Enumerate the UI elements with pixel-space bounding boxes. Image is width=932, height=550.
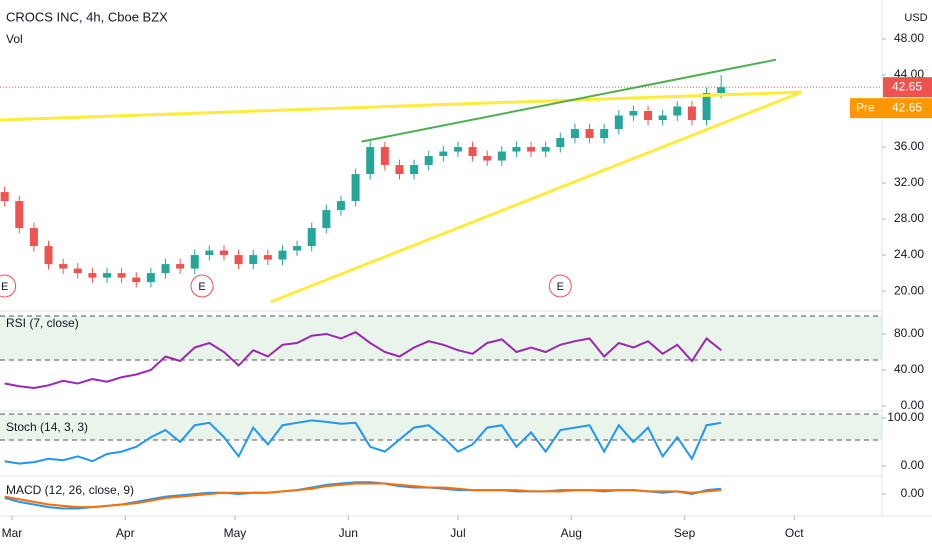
candle-body [29,228,38,247]
candle-body [146,273,155,283]
y-tick-label: 32.00 [894,175,924,189]
x-tick-label: Mar [2,526,23,540]
candle-body [278,250,287,260]
candle-body [73,268,82,274]
candle-body [59,264,68,269]
candle-body [0,192,9,202]
y-tick-label: 0.00 [901,486,925,500]
x-tick-label: May [224,526,247,540]
candle-body [600,129,609,139]
candle-body [190,255,199,269]
earnings-marker [190,274,214,298]
candle-body [336,201,345,211]
earnings-marker [0,274,17,298]
candle-body [293,246,302,251]
earnings-label: E [198,281,205,293]
x-tick-label: Jul [450,526,465,540]
symbol-title: CROCS INC, 4h, Cboe BZX [6,9,168,24]
indicator-line [4,419,722,465]
candle-body [556,138,565,148]
candle-body [658,115,667,121]
candle-body [585,129,594,139]
candle-body [161,264,170,274]
x-tick-label: Jun [339,526,358,540]
trend-line [0,90,802,122]
currency: USD [904,12,927,24]
macd-title: MACD (12, 26, close, 9) [6,483,134,497]
pre-price-name: Pre [856,100,875,114]
x-tick-label: Oct [785,526,804,540]
candle-body [410,165,419,175]
candle-body [541,147,550,152]
candle-body [673,106,682,116]
candle-body [351,174,360,202]
candle-body [644,111,653,121]
earnings-label: E [557,281,564,293]
stoch-title: Stoch (14, 3, 3) [6,420,88,434]
y-tick-label: 48.00 [894,31,924,45]
candle-body [629,111,638,116]
x-tick-label: Aug [561,526,582,540]
candle-body [483,156,492,161]
y-tick-label: 100.00 [887,410,924,424]
candle-body [249,255,258,265]
candle-body [570,129,579,139]
candle-body [176,264,185,269]
earnings-label: E [1,281,8,293]
indicator-line [4,482,722,509]
y-tick-label: 40.00 [894,362,924,376]
rsi-band [0,316,882,360]
x-tick-label: Sep [674,526,696,540]
candle-body [468,147,477,157]
candle-body [717,87,726,94]
earnings-marker [548,274,572,298]
rsi-title: RSI (7, close) [6,316,79,330]
y-tick-label: 24.00 [894,247,924,261]
candle-body [205,250,214,256]
candle-body [263,255,272,260]
candle-body [219,250,228,256]
candle-body [132,277,141,283]
trend-line [361,58,777,143]
candle-body [103,273,112,278]
candle-body [395,165,404,175]
candle-body [366,147,375,175]
pre-price-box [850,98,932,119]
candle-body [380,147,389,166]
candle-body [439,151,448,157]
y-tick-label: 0.00 [901,458,925,472]
candle-body [453,147,462,152]
trend-line [270,90,803,304]
last-price-box [883,77,932,98]
candle-body [307,228,316,247]
last-price-label: 42.65 [892,79,922,93]
candle-body [15,201,24,229]
candle-body [497,151,506,161]
x-tick-label: Apr [116,526,135,540]
candle-body [44,246,53,265]
y-tick-label: 20.00 [894,283,924,297]
y-tick-label: 80.00 [894,326,924,340]
candle-body [702,93,711,121]
volume-label: Vol [6,32,23,46]
candle-body [424,156,433,166]
y-tick-label: 0.00 [901,398,925,412]
candle-body [687,106,696,121]
indicator-line [4,331,722,390]
candle-body [88,273,97,278]
y-tick-label: 36.00 [894,139,924,153]
candle-body [234,255,243,265]
pre-price-label: 42.65 [892,100,922,114]
y-tick-label: 28.00 [894,211,924,225]
candle-body [322,210,331,229]
candle-body [527,147,536,152]
candle-body [117,273,126,278]
candle-body [614,115,623,130]
candle-body [512,147,521,152]
